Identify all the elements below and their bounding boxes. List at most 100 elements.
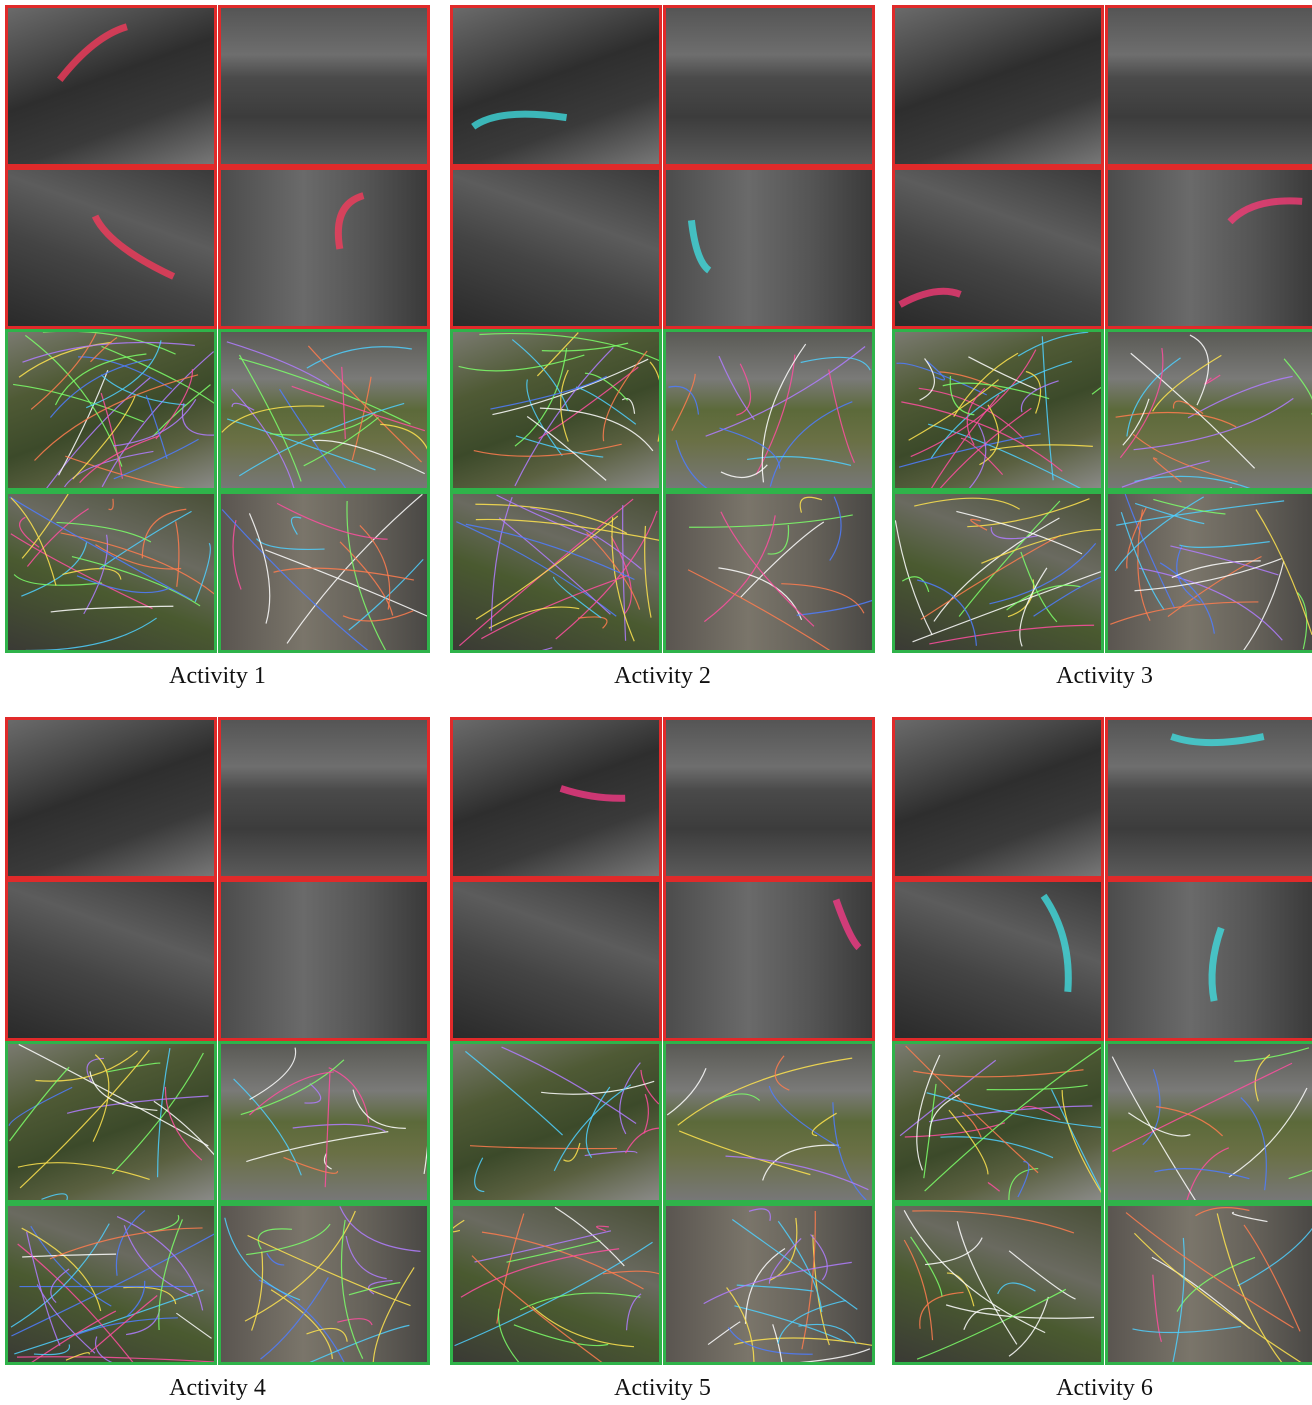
trajectory [1283, 358, 1312, 415]
trajectory [238, 357, 411, 425]
trajectory [644, 525, 652, 618]
trajectory [920, 534, 1062, 620]
trajectory [352, 1089, 406, 1129]
trajectory [269, 411, 377, 436]
trajectory [948, 1109, 989, 1175]
trajectories [1040, 893, 1072, 993]
trajectory [423, 1145, 427, 1175]
trajectory [1134, 558, 1282, 592]
trajectory [1017, 332, 1089, 357]
trajectory [898, 433, 1041, 468]
trajectory [1126, 507, 1147, 569]
trajectory [619, 1062, 641, 1135]
trajectory [1020, 1105, 1061, 1121]
trajectories [458, 332, 659, 487]
trajectory [226, 341, 330, 387]
trajectory [233, 1078, 302, 1176]
trajectory [339, 1206, 421, 1252]
trajectory [1126, 357, 1181, 437]
trajectory [926, 1092, 1101, 1129]
trajectory [1033, 576, 1101, 617]
trajectory [309, 1324, 410, 1362]
trajectory [967, 498, 1090, 528]
trajectory [726, 1287, 755, 1362]
trajectories [666, 1055, 869, 1200]
trajectory [266, 1252, 285, 1266]
trajectory [21, 494, 69, 559]
activity-view [663, 717, 875, 879]
activity-panel [5, 5, 430, 653]
caption: Activity 6 [1056, 1375, 1153, 1401]
trajectory [718, 567, 803, 621]
trajectories [832, 898, 862, 951]
trajectory [916, 1288, 1067, 1360]
trajectories [10, 1209, 214, 1362]
trajectory [90, 337, 118, 363]
trajectory [175, 1312, 212, 1339]
trajectories [233, 1047, 427, 1188]
trajectory [270, 1289, 333, 1360]
trajectory [703, 515, 776, 623]
trajectory [1132, 433, 1238, 483]
trajectory [989, 444, 1093, 451]
trajectory [584, 372, 629, 401]
trajectory-view [663, 1203, 875, 1365]
trajectory [1288, 1169, 1312, 1180]
trajectory [111, 1052, 204, 1175]
activity-panel [892, 717, 1312, 1365]
activity-view [5, 879, 217, 1041]
trajectory [919, 1291, 964, 1329]
trajectory [62, 568, 122, 580]
trajectory [979, 404, 1000, 466]
trajectories [666, 8, 875, 167]
trajectories [453, 170, 662, 329]
trajectories [1110, 494, 1312, 650]
trajectory [989, 542, 1097, 605]
trajectories [8, 1044, 214, 1200]
trajectory [511, 339, 569, 412]
trajectory-view [218, 491, 430, 653]
trajectory [987, 1182, 1000, 1192]
trajectory [903, 1210, 1046, 1334]
trajectory [541, 342, 629, 352]
trajectory [238, 402, 405, 477]
trajectory [800, 356, 871, 371]
activity-panel [450, 5, 875, 653]
trajectory [714, 1093, 761, 1102]
trajectory [286, 494, 423, 644]
trajectories [221, 8, 430, 167]
trajectory [10, 533, 153, 610]
trajectory [1208, 926, 1225, 1002]
trajectory [13, 574, 102, 586]
trajectory [141, 508, 187, 559]
caption: Activity 3 [1056, 663, 1153, 689]
trajectory [342, 610, 414, 622]
trajectory [19, 1049, 150, 1189]
trajectories [91, 214, 176, 280]
trajectory [958, 500, 1061, 617]
trajectory [1216, 1213, 1283, 1362]
trajectory [56, 521, 152, 543]
trajectories [1170, 733, 1265, 747]
trajectory-view [1105, 1041, 1312, 1203]
trajectory [538, 366, 639, 440]
trajectory [924, 1046, 1101, 1192]
trajectory [928, 423, 1081, 488]
trajectory [736, 1284, 814, 1292]
trajectory [50, 605, 174, 613]
trajectory [640, 1069, 659, 1105]
trajectory [799, 496, 823, 513]
activity-view [218, 879, 430, 1041]
trajectory [1189, 334, 1210, 406]
trajectory [905, 1045, 1039, 1174]
trajectories [9, 494, 214, 650]
trajectory [58, 370, 109, 476]
trajectory [901, 401, 1063, 472]
trajectory [939, 407, 1032, 488]
trajectory-view [5, 1041, 217, 1203]
trajectory [514, 347, 614, 487]
trajectory [479, 332, 659, 362]
trajectory [304, 1083, 322, 1104]
trajectories [1108, 8, 1312, 167]
trajectory [689, 514, 853, 528]
